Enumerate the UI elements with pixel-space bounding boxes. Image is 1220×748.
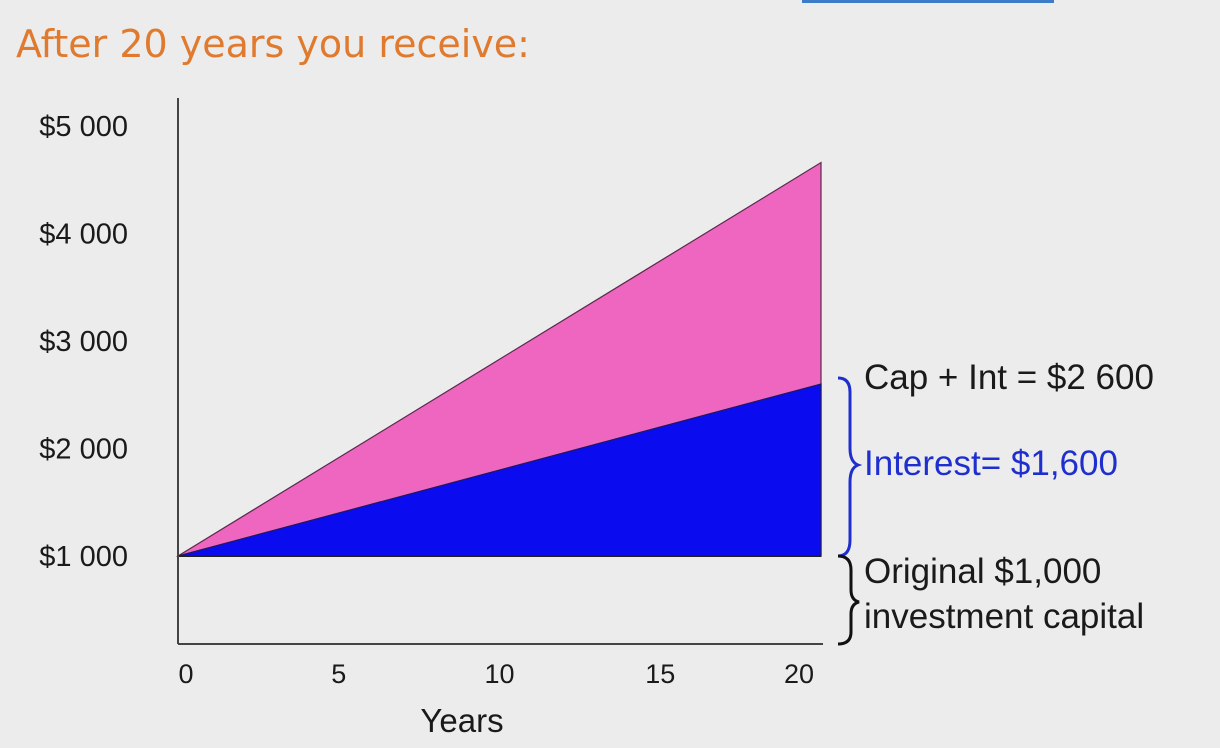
interest-brace xyxy=(837,376,863,558)
y-tick-label: $3 000 xyxy=(39,326,128,358)
y-tick-label: $1 000 xyxy=(39,541,128,573)
original-capital-label: Original $1,000 xyxy=(864,552,1101,591)
interest-label: Interest= $1,600 xyxy=(864,444,1118,483)
y-tick-label: $4 000 xyxy=(39,219,128,251)
cap-plus-int-label: Cap + Int = $2 600 xyxy=(864,358,1154,397)
y-tick-label: $5 000 xyxy=(39,111,128,143)
y-tick-label: $2 000 xyxy=(39,434,128,466)
x-tick-label: 0 xyxy=(178,659,193,689)
x-tick-label: 20 xyxy=(784,659,814,689)
capital-brace xyxy=(837,554,860,646)
page-title: After 20 years you receive: xyxy=(16,22,530,66)
x-tick-label: 10 xyxy=(484,659,514,689)
x-tick-label: 15 xyxy=(645,659,675,689)
investment-capital-label: investment capital xyxy=(864,597,1144,636)
x-tick-label: 5 xyxy=(331,659,346,689)
top-accent-bar xyxy=(802,0,1054,3)
x-axis-label: Years xyxy=(420,702,503,739)
